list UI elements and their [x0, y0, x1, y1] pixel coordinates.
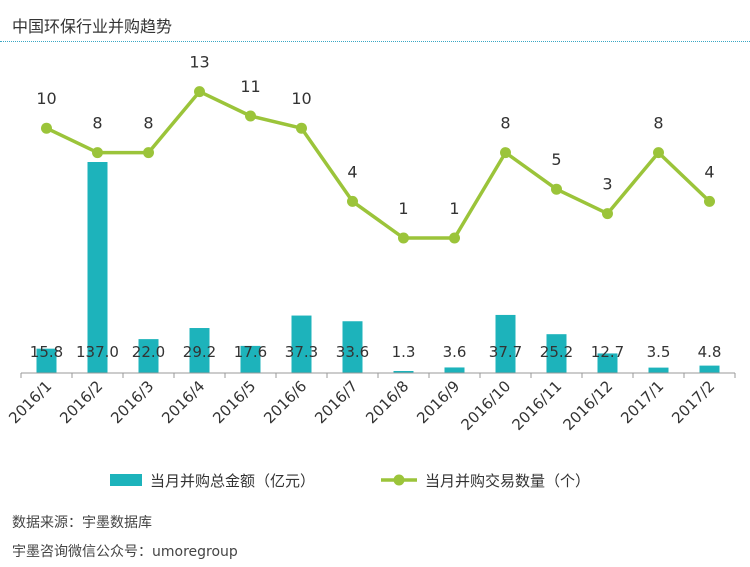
legend-bar-label: 当月并购总金额（亿元）	[150, 472, 315, 490]
line-data-label: 1	[449, 199, 459, 218]
bar	[699, 365, 720, 373]
bar-data-label: 37.7	[489, 343, 522, 361]
line-point	[398, 232, 409, 244]
x-axis-label: 2016/3	[107, 377, 157, 427]
line-point	[143, 147, 154, 159]
bar-data-label: 3.6	[443, 343, 467, 361]
x-axis-label: 2016/7	[311, 377, 361, 427]
wechat-account: 宇墨咨询微信公众号：umoregroup	[12, 544, 238, 560]
line-point	[296, 122, 307, 134]
bar-data-label: 33.6	[336, 343, 369, 361]
bar	[240, 345, 261, 373]
line-data-label: 1	[398, 199, 408, 218]
bar	[291, 315, 312, 373]
bar	[189, 328, 210, 373]
line-data-label: 8	[500, 114, 510, 133]
x-axis-labels: 2016/1 2016/2 2016/3 2016/4 2016/5 2016/6 2016…	[5, 377, 718, 434]
x-axis-label: 2016/8	[362, 377, 412, 427]
line-data-label: 4	[704, 162, 714, 181]
bar-data-label: 17.6	[234, 343, 267, 361]
line-data-label: 11	[240, 77, 260, 96]
line-data-label: 8	[92, 114, 102, 133]
bar-data-label: 22.0	[132, 343, 165, 361]
line-point	[347, 195, 358, 207]
line-point	[194, 86, 205, 98]
bar-data-labels: 15.8 137.0 22.0 29.2 17.6 37.3 33.6 1.3 3.6 37.7 2…	[30, 343, 722, 361]
line-point	[704, 195, 715, 207]
line-series	[45, 89, 711, 240]
bar	[138, 339, 159, 373]
bar	[444, 367, 465, 373]
x-axis-label: 2017/2	[668, 377, 718, 427]
x-axis-label: 2016/9	[413, 377, 463, 427]
bar-series	[36, 162, 720, 373]
bar-data-label: 37.3	[285, 343, 318, 361]
line-points	[41, 86, 715, 244]
bar	[36, 348, 57, 373]
bar-data-label: 29.2	[183, 343, 216, 361]
legend-line-label: 当月并购交易数量（个）	[425, 472, 590, 490]
line-data-label: 8	[143, 114, 153, 133]
line-point	[551, 183, 562, 195]
data-source: 数据来源：宇墨数据库	[12, 515, 152, 531]
bar	[546, 334, 567, 373]
line-data-label: 8	[653, 114, 663, 133]
line-data-label: 13	[189, 53, 209, 72]
line-point	[653, 147, 664, 159]
bar-data-label: 12.7	[591, 343, 624, 361]
line-data-label: 10	[291, 89, 311, 108]
legend-bar-swatch	[110, 474, 142, 486]
line-data-label: 5	[551, 150, 561, 169]
x-axis-label: 2016/10	[458, 377, 515, 434]
line-data-label: 4	[347, 162, 357, 181]
bar-data-label: 137.0	[76, 343, 119, 361]
line-point	[41, 122, 52, 134]
title-divider	[0, 41, 750, 42]
x-axis-label: 2016/11	[509, 377, 566, 434]
x-axis-label: 2016/1	[5, 377, 55, 427]
line-data-label: 3	[602, 175, 612, 194]
line-point	[449, 232, 460, 244]
line-point	[500, 147, 511, 159]
bar	[495, 314, 516, 373]
line-data-label: 10	[36, 89, 56, 108]
x-axis-label: 2016/5	[209, 377, 259, 427]
bar-data-label: 3.5	[647, 343, 671, 361]
x-axis-ticks	[20, 373, 736, 378]
bar	[597, 353, 618, 373]
bar	[393, 370, 414, 373]
legend-line-marker	[393, 474, 405, 486]
bar-data-label: 15.8	[30, 343, 63, 361]
bar	[87, 162, 108, 373]
line-point	[602, 208, 613, 220]
chart: 15.8 137.0 22.0 29.2 17.6 37.3 33.6 1.3 3.6 37.7 2…	[5, 53, 736, 490]
chart-title: 中国环保行业并购趋势	[12, 17, 173, 36]
x-axis-label: 2017/1	[617, 377, 667, 427]
x-axis-label: 2016/12	[560, 377, 617, 434]
x-axis-label: 2016/4	[158, 377, 208, 427]
bar-data-label: 4.8	[698, 343, 722, 361]
bar	[648, 367, 669, 373]
line-point	[245, 110, 256, 122]
bar-data-label: 1.3	[392, 343, 416, 361]
line-point	[92, 147, 103, 159]
legend: 当月并购总金额（亿元） 当月并购交易数量（个）	[110, 472, 590, 490]
bar	[342, 321, 363, 373]
x-axis-label: 2016/2	[56, 377, 106, 427]
x-axis-label: 2016/6	[260, 377, 310, 427]
bar-data-label: 25.2	[540, 343, 573, 361]
